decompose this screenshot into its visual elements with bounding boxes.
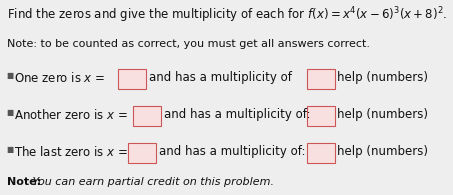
Text: One zero is $x$ =: One zero is $x$ = xyxy=(14,71,105,85)
Text: ■: ■ xyxy=(7,108,14,117)
Text: and has a multiplicity of: and has a multiplicity of xyxy=(149,71,291,84)
Text: Note:: Note: xyxy=(7,177,41,187)
Text: help (numbers): help (numbers) xyxy=(337,145,429,158)
FancyBboxPatch shape xyxy=(118,69,146,89)
FancyBboxPatch shape xyxy=(307,143,335,163)
Text: ■: ■ xyxy=(7,145,14,154)
FancyBboxPatch shape xyxy=(307,69,335,89)
Text: Note: to be counted as correct, you must get all answers correct.: Note: to be counted as correct, you must… xyxy=(7,39,370,49)
Text: You can earn partial credit on this problem.: You can earn partial credit on this prob… xyxy=(29,177,274,187)
Text: Find the zeros and give the multiplicity of each for $f(x) = x^4(x-6)^3(x+8)^2$.: Find the zeros and give the multiplicity… xyxy=(7,6,447,26)
Text: and has a multiplicity of:: and has a multiplicity of: xyxy=(159,145,305,158)
FancyBboxPatch shape xyxy=(128,143,156,163)
FancyBboxPatch shape xyxy=(307,106,335,126)
Text: Another zero is $x$ =: Another zero is $x$ = xyxy=(14,108,128,122)
Text: help (numbers): help (numbers) xyxy=(337,108,429,121)
FancyBboxPatch shape xyxy=(133,106,161,126)
Text: and has a multiplicity of:: and has a multiplicity of: xyxy=(164,108,310,121)
Text: The last zero is $x$ =: The last zero is $x$ = xyxy=(14,145,128,159)
Text: help (numbers): help (numbers) xyxy=(337,71,429,84)
Text: ■: ■ xyxy=(7,71,14,80)
